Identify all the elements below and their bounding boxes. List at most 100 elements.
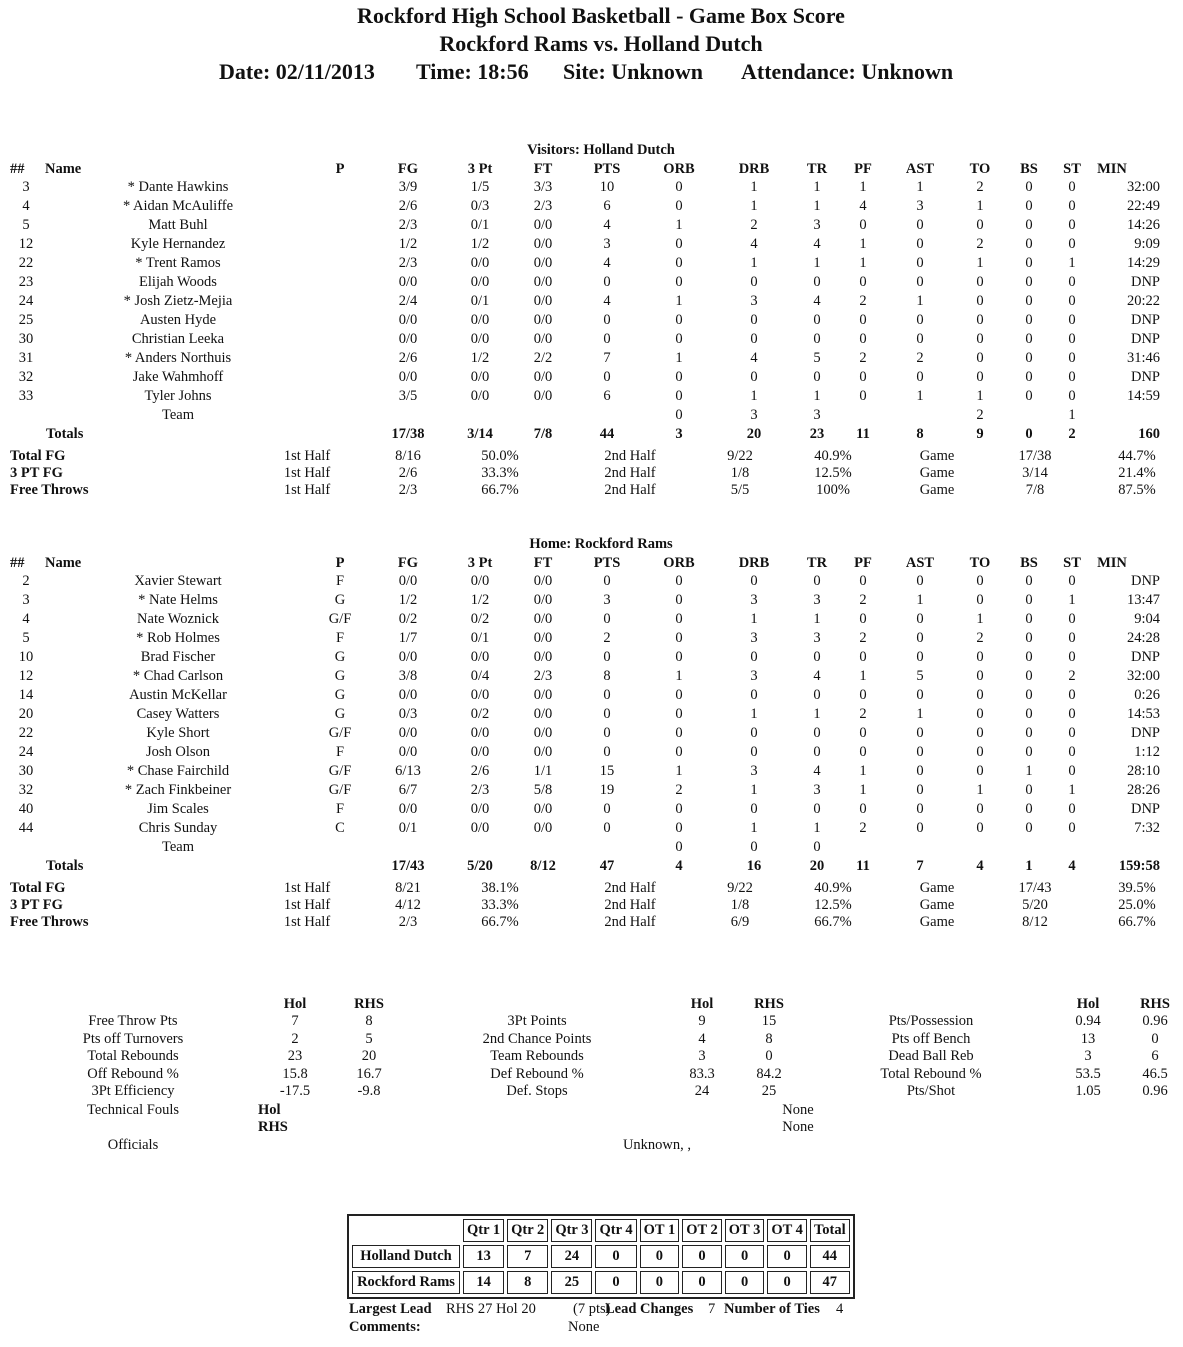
player-cell: G bbox=[334, 592, 346, 608]
shooting-cell: 17/38 bbox=[1018, 448, 1052, 464]
player-cell: 2 bbox=[859, 592, 867, 608]
player-cell: 4 bbox=[22, 611, 30, 627]
totals-cell: 47 bbox=[599, 858, 615, 874]
player-cell: 5 bbox=[22, 630, 30, 646]
player-cell: 0/0 bbox=[470, 801, 490, 817]
player-cell: 25 bbox=[18, 312, 34, 328]
totals-cell: 4 bbox=[1068, 858, 1076, 874]
player-cell: 1 bbox=[750, 388, 758, 404]
shooting-cell: 1st Half bbox=[283, 448, 331, 464]
player-cell: 1 bbox=[859, 668, 867, 684]
player-cell: G bbox=[334, 649, 346, 665]
shooting-cell: 33.3% bbox=[481, 465, 519, 481]
column-header: P bbox=[335, 161, 345, 177]
player-cell: 9:04 bbox=[1134, 611, 1160, 627]
player-cell: 28:26 bbox=[1126, 782, 1160, 798]
totals-cell: 5/20 bbox=[467, 858, 493, 874]
player-cell: 0 bbox=[1025, 274, 1033, 290]
shooting-cell: 25.0% bbox=[1118, 897, 1156, 913]
player-cell: 7 bbox=[603, 350, 611, 366]
totals-cell: 44 bbox=[599, 426, 615, 442]
player-cell: G/F bbox=[328, 611, 352, 627]
player-cell: 2 bbox=[976, 236, 984, 252]
stat-label: Pts/Possession bbox=[888, 1013, 974, 1029]
player-cell: 1 bbox=[675, 763, 683, 779]
player-cell: 0 bbox=[1068, 179, 1076, 195]
stat-value: 5 bbox=[365, 1030, 373, 1047]
line-score-row: Rockford Rams 14 8 25 0 0 0 0 0 47 bbox=[352, 1271, 850, 1294]
stat-value: 84.2 bbox=[756, 1065, 782, 1082]
footer-label: Lead Changes bbox=[605, 1301, 694, 1317]
stat-header: Hol bbox=[1076, 996, 1100, 1012]
player-cell: 0 bbox=[859, 573, 867, 589]
player-cell: 2/6 bbox=[470, 763, 490, 779]
shooting-cell: 17/43 bbox=[1018, 880, 1052, 896]
player-cell: 0 bbox=[750, 274, 758, 290]
player-cell: Brad Fischer bbox=[140, 649, 216, 665]
column-header: 3 Pt bbox=[467, 555, 493, 571]
player-cell: 0/0 bbox=[470, 388, 490, 404]
period-header: OT 4 bbox=[767, 1219, 807, 1242]
player-cell: 0 bbox=[976, 573, 984, 589]
stat-header: Hol bbox=[690, 996, 714, 1012]
team-cell: 2 bbox=[976, 407, 984, 423]
player-cell: 2 bbox=[1068, 668, 1076, 684]
player-cell: 6/13 bbox=[395, 763, 421, 779]
stat-value: Unknown, , bbox=[622, 1137, 692, 1153]
shooting-label: 3 PT FG bbox=[10, 897, 63, 913]
player-cell: 0 bbox=[916, 312, 924, 328]
player-cell: Chris Sunday bbox=[138, 820, 218, 836]
player-cell: 2/3 bbox=[470, 782, 490, 798]
player-cell: 0 bbox=[1025, 611, 1033, 627]
player-cell: 6/7 bbox=[398, 782, 418, 798]
footer-label: Largest Lead bbox=[349, 1301, 432, 1317]
player-cell: 0 bbox=[976, 274, 984, 290]
player-cell: 0 bbox=[675, 592, 683, 608]
player-cell: 0/0 bbox=[398, 331, 418, 347]
player-cell: 2/2 bbox=[533, 350, 553, 366]
stat-value: 25 bbox=[761, 1083, 777, 1099]
player-cell: 1 bbox=[916, 592, 924, 608]
stat-header: Hol bbox=[283, 996, 307, 1012]
player-cell: 0 bbox=[1025, 179, 1033, 195]
player-cell: 13:47 bbox=[1126, 592, 1160, 608]
column-header: ST bbox=[1063, 555, 1081, 571]
player-cell: 0 bbox=[1025, 744, 1033, 760]
totals-cell: 16 bbox=[746, 858, 762, 874]
period-header: Qtr 4 bbox=[595, 1219, 637, 1242]
player-cell: 0 bbox=[976, 820, 984, 836]
player-cell: 0/0 bbox=[470, 725, 490, 741]
player-cell: 0 bbox=[675, 706, 683, 722]
shooting-cell: 3/14 bbox=[1022, 465, 1048, 481]
column-header: ## bbox=[10, 161, 25, 177]
player-cell: 0 bbox=[603, 331, 611, 347]
player-cell: 0/0 bbox=[533, 706, 553, 722]
player-cell: * Trent Ramos bbox=[135, 255, 221, 271]
player-cell: 0 bbox=[750, 573, 758, 589]
team-cell: 0 bbox=[675, 839, 683, 855]
player-cell: 1/2 bbox=[470, 592, 490, 608]
player-cell: 14:53 bbox=[1126, 706, 1160, 722]
site: Site: Unknown bbox=[563, 59, 703, 84]
stat-value: 46.5 bbox=[1142, 1065, 1168, 1082]
totals-cell: 7 bbox=[916, 858, 924, 874]
totals-cell: 17/43 bbox=[391, 858, 425, 874]
period-header: Qtr 2 bbox=[507, 1219, 549, 1242]
player-cell: 0 bbox=[1025, 801, 1033, 817]
player-cell: 0 bbox=[603, 573, 611, 589]
player-cell: 15 bbox=[599, 763, 615, 779]
shooting-label: Free Throws bbox=[10, 482, 89, 498]
player-cell: 0/0 bbox=[398, 369, 418, 385]
stat-value: None bbox=[782, 1119, 814, 1135]
player-cell: F bbox=[335, 630, 345, 646]
column-header: FT bbox=[533, 161, 553, 177]
player-cell: 0/0 bbox=[533, 649, 553, 665]
player-cell: 0 bbox=[1068, 274, 1076, 290]
player-cell: 2 bbox=[859, 293, 867, 309]
player-cell: 14:59 bbox=[1126, 388, 1160, 404]
column-header: TO bbox=[969, 555, 991, 571]
shooting-cell: 2/3 bbox=[398, 914, 418, 930]
stat-value: 0 bbox=[765, 1048, 773, 1064]
team-name: Holland Dutch bbox=[352, 1245, 460, 1268]
player-cell: Elijah Woods bbox=[139, 274, 217, 290]
